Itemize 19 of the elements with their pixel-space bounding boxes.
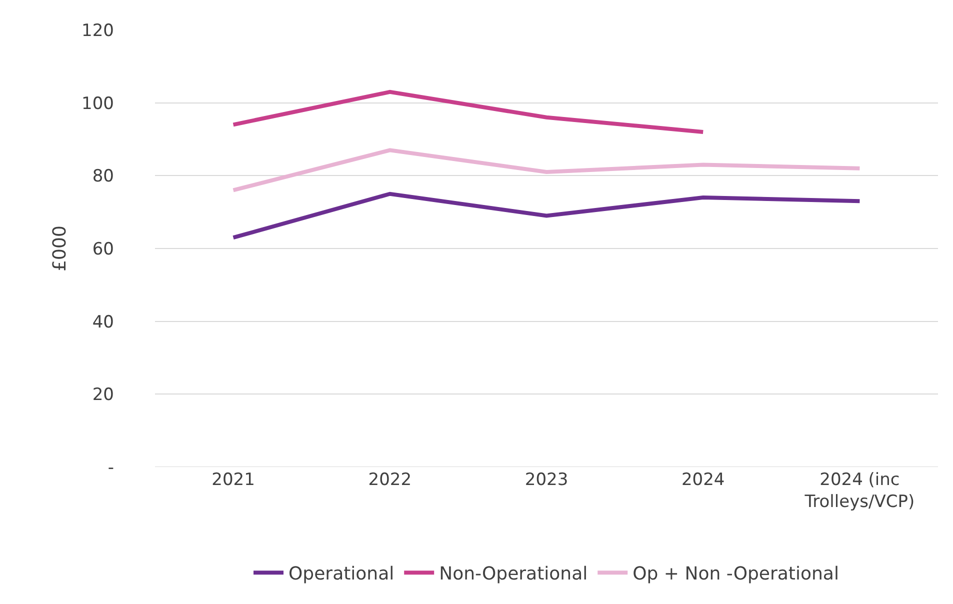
y-tick-label: 40 (92, 312, 114, 332)
legend-label: Op + Non -Operational (632, 564, 839, 585)
y-tick-label: 60 (92, 239, 114, 260)
y-axis-title: £000 (50, 226, 71, 272)
y-tick-label: 80 (92, 166, 114, 187)
x-tick-label: 2021 (212, 470, 255, 490)
x-tick-label: 2023 (524, 470, 568, 490)
legend-label: Non-Operational (439, 564, 588, 585)
line-series (231, 90, 706, 134)
legend-label: Operational (288, 564, 394, 585)
x-tick-label: 2024 (inc Trolleys/VCP) (804, 470, 915, 512)
y-tick-label: 100 (82, 94, 114, 114)
x-tick-label: 2024 (681, 470, 725, 490)
y-tick-label: 120 (82, 20, 114, 41)
x-tick-label: 2022 (368, 470, 412, 490)
line-series (231, 192, 862, 240)
line-series (231, 148, 862, 192)
y-tick-label: - (108, 458, 114, 478)
y-tick-label: 20 (92, 385, 114, 406)
